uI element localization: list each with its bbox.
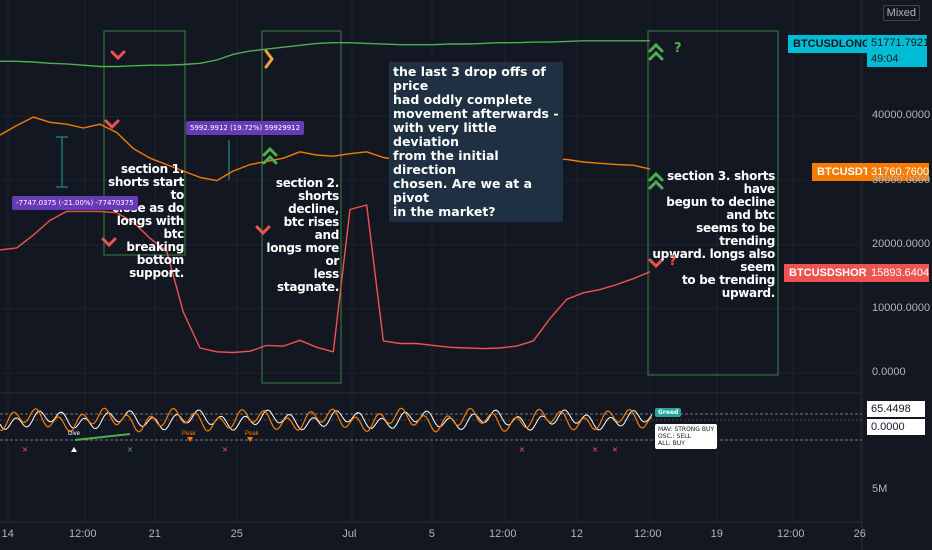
right-signal [264, 49, 274, 69]
section2-annotation: section 2. shorts decline, btc rises and… [266, 176, 339, 294]
dive-label: Dive [68, 431, 81, 437]
up-signal-3 [648, 179, 664, 190]
x-tick-label: 12:00 [777, 528, 805, 540]
y-tick-label: 30000.0000 [872, 173, 931, 186]
series-line-btcusdlongs [0, 40, 650, 68]
up-signal-1-b [262, 146, 278, 157]
measure-lines [56, 136, 230, 188]
divergence-line [74, 433, 131, 441]
greed-badge: Greed [655, 408, 682, 417]
down-signal-4 [255, 225, 271, 236]
osc-marker-dive [71, 447, 77, 452]
x-tick-label: Jul [342, 528, 357, 540]
section-boxes [103, 30, 779, 384]
legend-line-2: OSC.: SELL [658, 433, 691, 440]
up-signal-3-b [648, 171, 664, 182]
callout-note: the last 3 drop offs of price had oddly … [389, 62, 563, 222]
osc-cross-0: × [22, 445, 29, 454]
section1-box [103, 30, 186, 256]
question-mark-bottom: ? [669, 254, 677, 269]
osc-line-orange [0, 407, 653, 433]
y-tick-label: 10000.0000 [872, 301, 931, 314]
osc-value-tag: 65.4498 [867, 401, 925, 417]
up-signal-2-b [648, 42, 664, 53]
osc-tick-label: 5M [872, 483, 888, 495]
osc-cross-2: × [222, 445, 229, 454]
section3-box [647, 30, 779, 376]
osc-zero-tag: 0.0000 [867, 419, 925, 435]
scale-mode-button[interactable]: Mixed [882, 5, 920, 21]
usdt-symbol-tag: BTCUSDT [812, 163, 875, 181]
x-tick-label: 5 [428, 528, 435, 540]
question-mark-top: ? [674, 41, 682, 56]
y-tick-label: 20000.0000 [872, 237, 931, 250]
x-tick-label: 12:00 [634, 528, 662, 540]
x-tick-label: 12:00 [489, 528, 517, 540]
x-tick-label: 21 [148, 528, 161, 540]
down-signal-3 [101, 237, 117, 248]
x-tick-label: 12 [570, 528, 583, 540]
longs-price-tag: 51771.7921 49:04 [867, 35, 930, 67]
shorts-price-tag: 15893.6404 [867, 264, 929, 282]
shorts-symbol-tag: BTCUSDSHORTS [784, 264, 886, 282]
usdt-price-tag: 31760.7600 [867, 163, 929, 181]
series-line-btcusdshorts [0, 204, 651, 354]
section2-box [261, 30, 342, 384]
down-signal-2 [104, 119, 120, 130]
longs-symbol-tag: BTCUSDLONGS [788, 35, 883, 53]
osc-marker-peak-1 [187, 437, 193, 442]
longs-price: 51771.7921 [871, 37, 930, 49]
peak-label-2: Peak [245, 431, 259, 437]
legend-line-3: ALL: BUY [658, 440, 685, 447]
osc-cross-4: × [592, 445, 599, 454]
x-tick-label: 12:00 [69, 528, 97, 540]
down-signal-5 [648, 258, 664, 269]
signal-markers [101, 42, 664, 269]
osc-cross-1: × [127, 445, 134, 454]
y-tick-label: 40000.0000 [872, 109, 931, 122]
up-signal-2 [648, 50, 664, 61]
signal-legend: MAV: STRONG BUY OSC.: SELL ALL: BUY [655, 424, 718, 449]
y-tick-label: 0.0000 [872, 366, 906, 378]
section3-annotation: section 3. shorts have begun to decline … [652, 169, 775, 300]
measure-label-1: -7747.0375 (-21.00%) -77470375 [12, 196, 138, 210]
osc-cross-5: × [612, 445, 619, 454]
longs-countdown: 49:04 [871, 53, 899, 65]
down-signal-1 [110, 50, 126, 61]
measure-label-2: 5992.9912 (19.72%) 59929912 [186, 121, 305, 135]
osc-marker-peak-2 [247, 437, 253, 442]
x-tick-label: 25 [230, 528, 243, 540]
osc-cross-3: × [519, 445, 526, 454]
legend-line-1: MAV: STRONG BUY [658, 426, 715, 433]
peak-label-1: Peak [182, 431, 196, 437]
x-tick-label: 19 [710, 528, 723, 540]
x-tick-label: 26 [853, 528, 866, 540]
up-signal-1 [262, 154, 278, 165]
x-tick-label: 14 [1, 528, 14, 540]
oscillator-pane: × × × × × × [0, 407, 862, 454]
section1-annotation: section 1. shorts start to close as do l… [108, 162, 184, 280]
